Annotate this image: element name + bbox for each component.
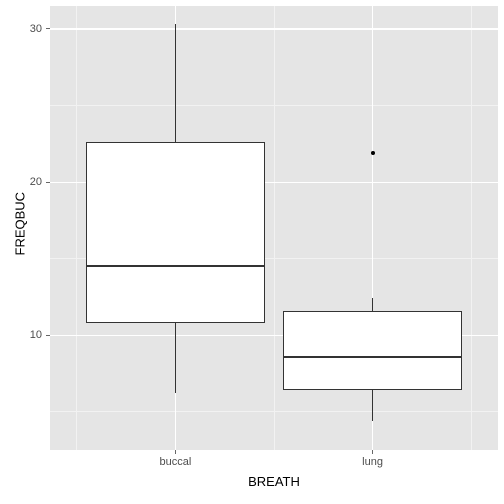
median-line (283, 356, 462, 358)
y-tick-label: 10 (0, 329, 42, 341)
gridline-major-h (50, 28, 498, 29)
gridline-minor-v (274, 6, 275, 450)
y-tick-mark (46, 28, 50, 29)
boxplot-chart: FREQBUC BREATH 10 20 30 buccal lung (0, 0, 504, 504)
whisker-upper (372, 298, 373, 310)
y-tick-label: 20 (0, 176, 42, 188)
y-axis-label: FREQBUC (13, 196, 28, 256)
whisker-lower (372, 390, 373, 421)
gridline-minor-v (471, 6, 472, 450)
box (86, 142, 265, 323)
whisker-upper (175, 24, 176, 142)
y-tick-label: 30 (0, 23, 42, 35)
x-tick-mark (372, 450, 373, 454)
y-tick-mark (46, 182, 50, 183)
x-tick-label: lung (362, 456, 383, 468)
outlier-point (371, 151, 375, 155)
x-tick-mark (175, 450, 176, 454)
box (283, 311, 462, 391)
whisker-lower (175, 323, 176, 393)
x-tick-label: buccal (160, 456, 192, 468)
median-line (86, 265, 265, 267)
gridline-minor-v (76, 6, 77, 450)
y-tick-mark (46, 335, 50, 336)
x-axis-label: BREATH (50, 474, 498, 489)
